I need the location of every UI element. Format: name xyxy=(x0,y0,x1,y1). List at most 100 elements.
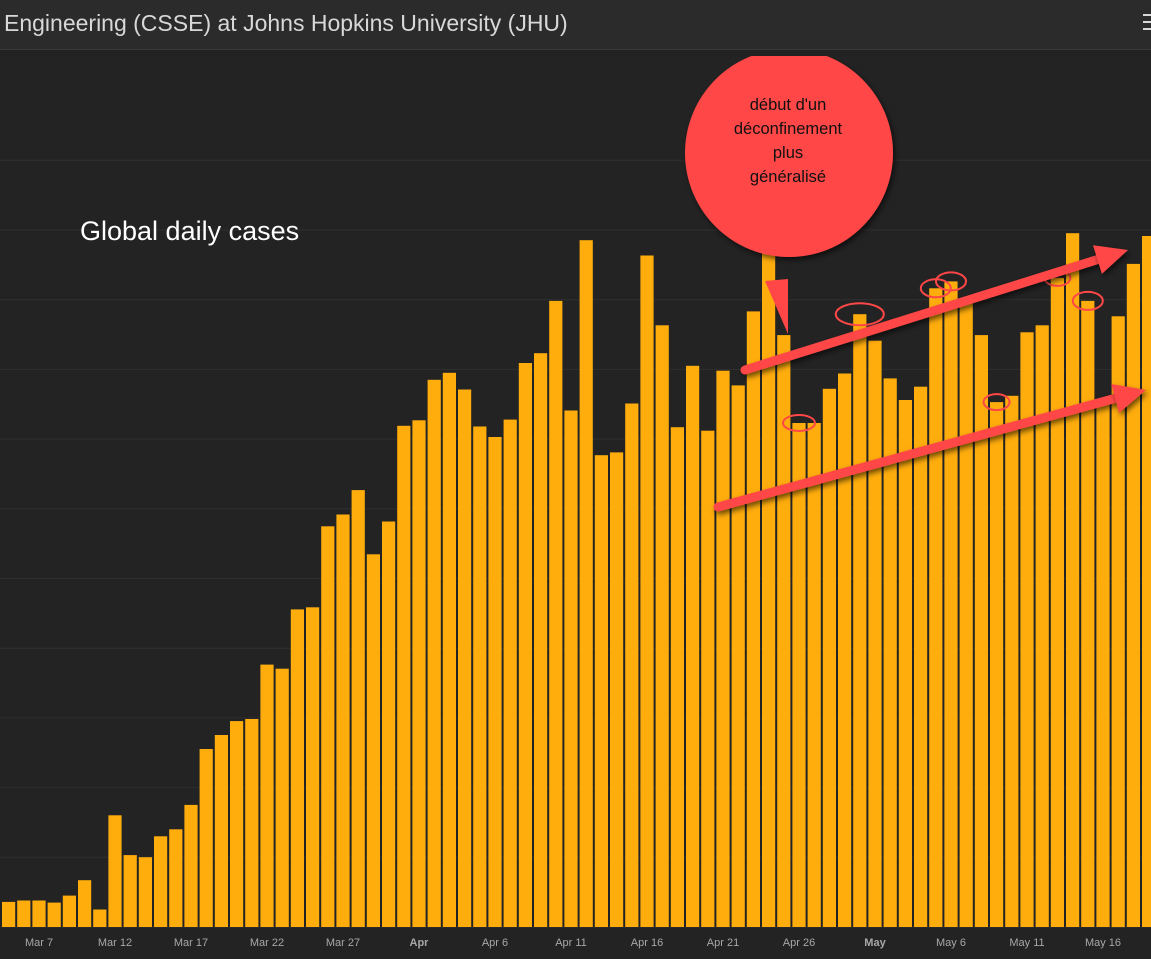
x-tick-label: Mar 12 xyxy=(98,937,132,949)
bar[interactable] xyxy=(366,554,380,927)
bar[interactable] xyxy=(914,386,928,927)
bar[interactable] xyxy=(1126,263,1140,927)
bar[interactable] xyxy=(883,378,897,927)
bar[interactable] xyxy=(412,420,426,927)
bar[interactable] xyxy=(397,425,411,927)
bar[interactable] xyxy=(898,400,912,927)
bar[interactable] xyxy=(534,353,548,927)
bar[interactable] xyxy=(1005,395,1019,927)
bar[interactable] xyxy=(306,607,320,927)
bar[interactable] xyxy=(154,836,168,927)
bar[interactable] xyxy=(670,427,684,927)
bar[interactable] xyxy=(427,379,441,927)
highlight-circle xyxy=(935,271,967,292)
bar[interactable] xyxy=(1096,403,1110,928)
bar[interactable] xyxy=(1111,316,1125,928)
bar[interactable] xyxy=(944,281,958,927)
bar[interactable] xyxy=(138,857,152,927)
bar[interactable] xyxy=(473,426,487,928)
bar[interactable] xyxy=(792,423,806,927)
bar[interactable] xyxy=(230,721,244,927)
annotation-text: début d'un déconfinement plus généralisé xyxy=(700,93,876,189)
bar[interactable] xyxy=(458,389,472,928)
bar[interactable] xyxy=(549,300,563,927)
bar[interactable] xyxy=(260,664,274,927)
bar[interactable] xyxy=(336,514,350,928)
bar[interactable] xyxy=(594,455,608,927)
bar[interactable] xyxy=(62,895,76,927)
bar[interactable] xyxy=(290,609,304,927)
bar[interactable] xyxy=(2,901,16,927)
bar[interactable] xyxy=(959,298,973,927)
x-tick-label: May xyxy=(864,937,886,949)
bar[interactable] xyxy=(245,719,259,927)
bar[interactable] xyxy=(686,365,700,927)
highlight-circle xyxy=(982,393,1011,412)
bar[interactable] xyxy=(184,804,198,927)
bar[interactable] xyxy=(518,363,532,927)
bar[interactable] xyxy=(716,370,730,927)
bar[interactable] xyxy=(17,900,31,928)
trend-arrow-head xyxy=(1111,384,1146,413)
bar[interactable] xyxy=(579,240,593,927)
bar[interactable] xyxy=(762,245,776,928)
x-tick-label: Mar 7 xyxy=(25,937,53,949)
bar[interactable] xyxy=(1066,233,1080,927)
bar[interactable] xyxy=(503,419,517,927)
bar[interactable] xyxy=(1020,332,1034,927)
bar[interactable] xyxy=(731,385,745,927)
bar[interactable] xyxy=(214,735,228,927)
bar[interactable] xyxy=(275,668,289,927)
chart-title: Global daily cases xyxy=(80,216,300,246)
bar[interactable] xyxy=(93,909,107,928)
bar[interactable] xyxy=(78,880,92,927)
x-tick-label: Apr xyxy=(410,937,430,949)
bar[interactable] xyxy=(321,526,335,927)
bar[interactable] xyxy=(32,900,46,928)
bar[interactable] xyxy=(169,829,183,927)
daily-cases-chart: Mar 7 Mar 12 Mar 17 Mar 22 Mar 27 Apr Apr 6 Apr… xyxy=(0,56,1151,949)
bar[interactable] xyxy=(488,437,502,927)
bar[interactable] xyxy=(382,521,396,928)
bar[interactable] xyxy=(625,403,639,928)
x-tick-label: Mar 17 xyxy=(174,937,208,949)
bar[interactable] xyxy=(108,815,122,927)
bar[interactable] xyxy=(853,314,867,927)
highlight-circle xyxy=(782,414,816,432)
bar[interactable] xyxy=(564,410,578,928)
bar[interactable] xyxy=(123,855,137,927)
bar[interactable] xyxy=(807,423,821,927)
bar[interactable] xyxy=(746,311,760,927)
x-tick-label: May 16 xyxy=(1085,937,1121,949)
bar[interactable] xyxy=(351,490,365,927)
bar[interactable] xyxy=(990,402,1004,928)
x-tick-label: Apr 26 xyxy=(783,937,815,949)
menu-icon[interactable] xyxy=(1143,14,1151,34)
highlight-circle xyxy=(1071,290,1104,311)
bubble-tail xyxy=(765,279,788,334)
bar[interactable] xyxy=(1035,325,1049,927)
bar[interactable] xyxy=(442,372,456,927)
bar[interactable] xyxy=(838,373,852,928)
bar[interactable] xyxy=(974,335,988,928)
x-tick-label: May 11 xyxy=(1009,937,1044,949)
annotation-overlay xyxy=(685,56,1146,512)
bar[interactable] xyxy=(1142,236,1151,927)
bar[interactable] xyxy=(822,388,836,927)
bar[interactable] xyxy=(655,325,669,927)
bar[interactable] xyxy=(640,255,654,928)
bar[interactable] xyxy=(1081,300,1095,927)
x-tick-label: Mar 27 xyxy=(326,937,360,949)
bars-group xyxy=(2,233,1151,928)
bar[interactable] xyxy=(199,749,213,927)
bar[interactable] xyxy=(701,430,715,927)
annotation-line: généralisé xyxy=(749,168,827,186)
bar[interactable] xyxy=(47,902,61,927)
bar[interactable] xyxy=(610,452,624,927)
bar[interactable] xyxy=(929,288,943,927)
trend-arrow-head xyxy=(1093,245,1128,274)
bar[interactable] xyxy=(1050,277,1064,927)
x-tick-label: Apr 16 xyxy=(631,937,663,949)
bar[interactable] xyxy=(777,335,791,928)
bar[interactable] xyxy=(868,340,882,927)
